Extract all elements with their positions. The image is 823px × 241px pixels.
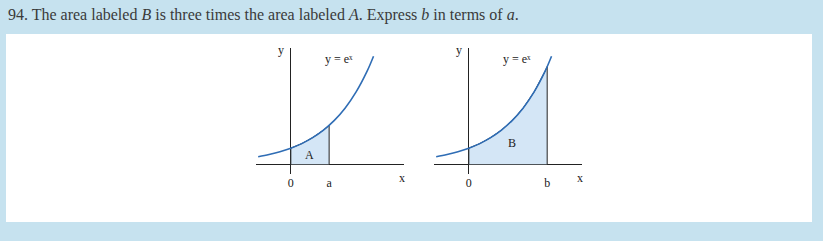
svg-text:x: x	[577, 171, 583, 185]
svg-text:x: x	[399, 171, 405, 185]
svg-text:b: b	[544, 176, 550, 190]
svg-text:A: A	[305, 148, 314, 162]
svg-text:y: y	[278, 44, 284, 57]
svg-text:y = eˣ: y = eˣ	[325, 52, 353, 66]
svg-text:y = eˣ: y = eˣ	[503, 52, 531, 66]
svg-text:B: B	[508, 136, 516, 150]
svg-text:0: 0	[466, 176, 472, 190]
svg-text:y: y	[456, 44, 462, 57]
svg-text:a: a	[326, 176, 332, 190]
svg-text:0: 0	[288, 176, 294, 190]
html-text:94. The area labeled B is thre: 94. The area labeled B is three times th…	[8, 6, 519, 23]
